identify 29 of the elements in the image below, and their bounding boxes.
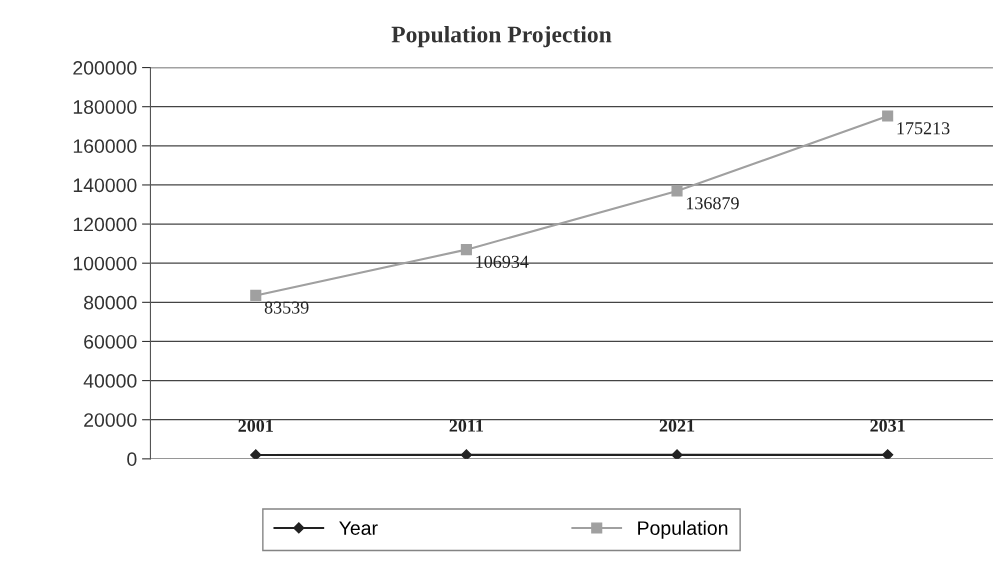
y-tick-label: 60000	[84, 334, 137, 349]
y-tick-label: 20000	[84, 413, 137, 427]
point	[882, 110, 894, 122]
y-tick-label: 120000	[73, 217, 137, 232]
data-label: 83539	[264, 301, 309, 314]
y-tick-label: 160000	[73, 139, 137, 154]
chart-title: Population Projection	[391, 25, 612, 48]
y-tick-label: 100000	[73, 256, 137, 271]
point	[460, 449, 472, 459]
data-label: 2021	[659, 419, 695, 432]
y-tick-label: 0	[127, 452, 137, 467]
data-label: 2011	[449, 419, 484, 432]
data-label: 175213	[897, 122, 950, 135]
data-label: 136879	[686, 197, 739, 210]
point	[671, 449, 683, 459]
data-label: 2031	[870, 419, 905, 432]
legend-label: Population	[638, 520, 728, 539]
point	[460, 244, 472, 256]
point	[882, 449, 894, 459]
point	[250, 449, 262, 459]
y-tick-label: 80000	[84, 295, 137, 310]
legend-label: Year	[339, 521, 378, 535]
data-label: 2001	[238, 419, 273, 432]
point	[671, 185, 683, 197]
y-tick-label: 40000	[83, 374, 137, 388]
y-tick-label: 200000	[73, 61, 137, 75]
y-tick-label: 140000	[73, 178, 137, 193]
y-tick-label: 180000	[73, 100, 137, 114]
point	[250, 289, 262, 301]
